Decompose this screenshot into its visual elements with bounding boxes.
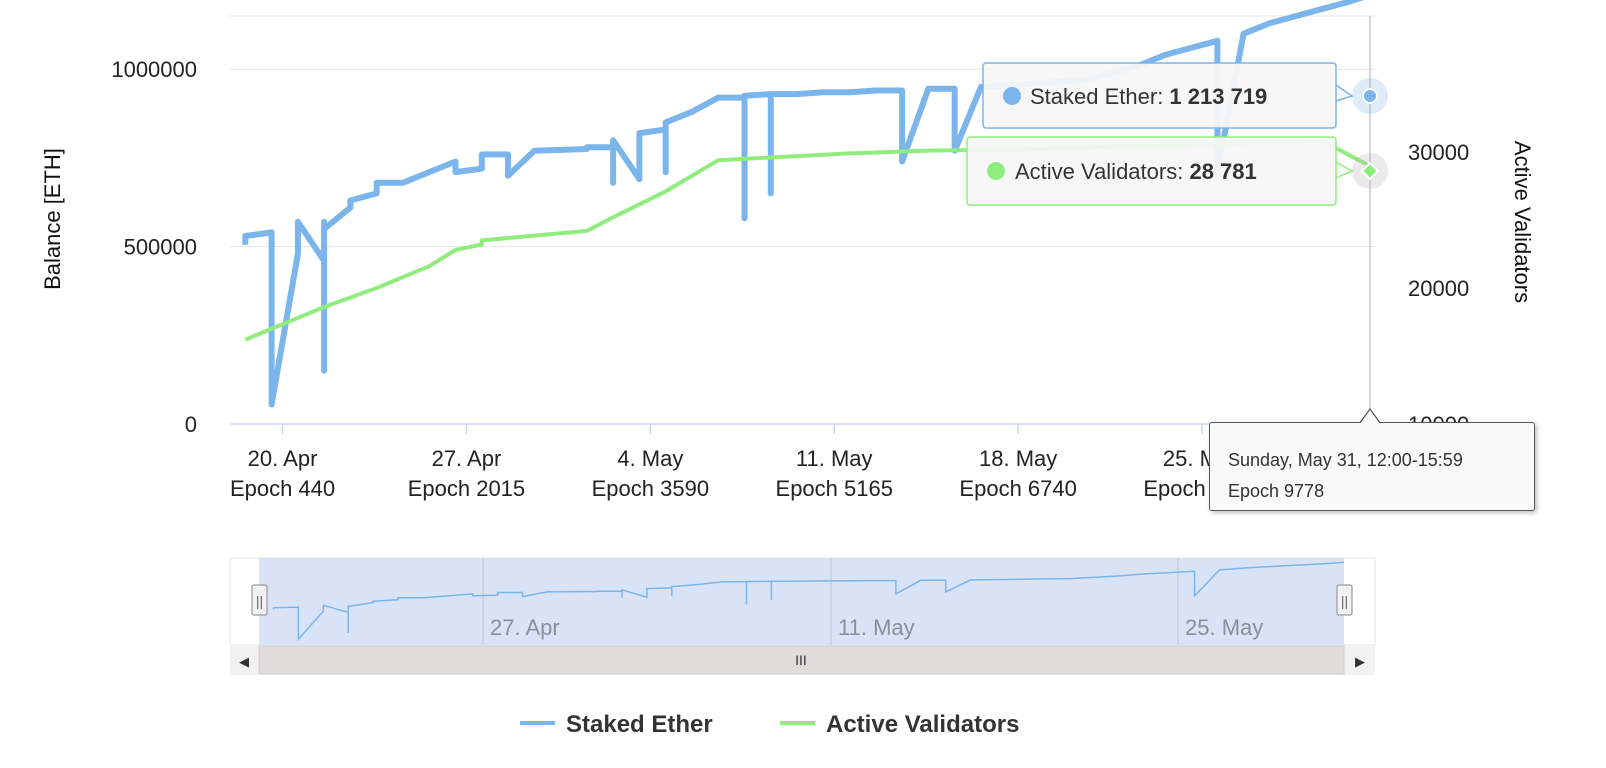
- navigator-label: 27. Apr: [490, 615, 560, 640]
- gridlines: [230, 15, 1375, 425]
- x-tick-date: 20. Apr: [248, 446, 318, 471]
- y-axis-left-title: Balance [ETH]: [40, 148, 65, 290]
- tooltip-staked-ether: Staked Ether: 1 213 719: [982, 62, 1354, 129]
- x-tick-epoch: Epoch 6740: [959, 476, 1076, 501]
- y-axis-right-ticks: 100002000030000: [1408, 140, 1469, 437]
- scroll-left-arrow-icon[interactable]: ◀: [239, 655, 249, 670]
- x-tick-date: 18. May: [979, 446, 1057, 471]
- y-tick-right: 30000: [1408, 140, 1469, 165]
- navigator-handle-left[interactable]: ||: [251, 584, 268, 616]
- tooltip-validators-value: 28 781: [1189, 159, 1256, 184]
- tooltip-staked-text: Staked Ether: 1 213 719: [1030, 84, 1267, 109]
- x-tick-date: 11. May: [796, 446, 873, 471]
- y-axis-right-title: Active Validators: [1510, 141, 1535, 303]
- x-tick-epoch: Epoch 440: [230, 476, 335, 501]
- hover-marker-validators: [1352, 153, 1388, 189]
- scrollbar-grip-icon: III: [795, 652, 807, 668]
- legend-item-active-validators[interactable]: Active Validators: [780, 711, 1019, 738]
- legend-label: Active Validators: [826, 711, 1019, 738]
- y-axis-left-ticks: 0 500000 1000000: [111, 57, 197, 437]
- y-tick-right: 20000: [1408, 276, 1469, 301]
- navigator-label: 11. May: [838, 615, 915, 640]
- date-tooltip-date: Sunday, May 31, 12:00-15:59: [1228, 450, 1463, 470]
- x-tick-epoch: Epoch 2015: [408, 476, 525, 501]
- legend-item-staked-ether[interactable]: Staked Ether: [520, 711, 713, 738]
- x-tick-epoch: Epoch 3590: [592, 476, 709, 501]
- scrollbar[interactable]: III ◀ ▶: [230, 645, 1375, 675]
- y-tick-left: 1000000: [111, 57, 197, 82]
- navigator-handle-right[interactable]: ||: [1336, 584, 1353, 616]
- x-tick-date: 4. May: [617, 446, 683, 471]
- svg-text:||: ||: [256, 593, 263, 609]
- date-tooltip-epoch: Epoch 9778: [1228, 481, 1325, 501]
- x-axis-ticks: 20. Apr Epoch 440 27. Apr Epoch 2015 4. May E…: [230, 424, 1261, 501]
- y-tick-left: 0: [185, 412, 197, 437]
- y-tick-left: 500000: [124, 235, 197, 260]
- navigator-selected-range[interactable]: [259, 558, 1344, 645]
- legend-label: Staked Ether: [566, 711, 713, 738]
- tooltip-validators-text: Active Validators: 28 781: [1015, 159, 1257, 184]
- tooltip-validators-label: Active Validators:: [1015, 159, 1189, 184]
- date-tooltip-arrow-inner: [1360, 410, 1380, 424]
- hover-marker-staked: [1352, 78, 1388, 114]
- date-tooltip: Sunday, May 31, 12:00-15:59 Epoch 9778: [1209, 422, 1535, 511]
- x-tick-date: 27. Apr: [432, 446, 502, 471]
- tooltip-staked-value: 1 213 719: [1169, 84, 1267, 109]
- tooltip-active-validators: Active Validators: 28 781: [966, 136, 1354, 206]
- navigator-label: 25. May: [1185, 615, 1263, 640]
- scroll-right-arrow-icon[interactable]: ▶: [1355, 655, 1365, 670]
- legend: Staked Ether Active Validators: [520, 711, 1019, 738]
- navigator-series-line: [272, 561, 1345, 642]
- x-tick-epoch: Epoch 5165: [776, 476, 893, 501]
- scrollbar-thumb[interactable]: [258, 645, 1345, 675]
- tooltip-staked-label: Staked Ether:: [1030, 84, 1169, 109]
- svg-text:||: ||: [1341, 593, 1348, 609]
- navigator[interactable]: 27. Apr 11. May 25. May || ||: [229, 557, 1376, 646]
